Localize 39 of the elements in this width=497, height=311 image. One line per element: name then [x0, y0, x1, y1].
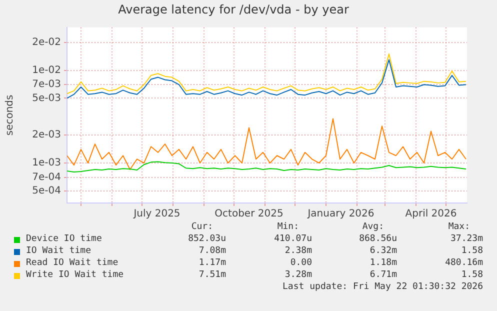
text: 868.56u [359, 234, 397, 244]
y-tick-label: 7e-03 [32, 79, 61, 90]
text: 410.07u [274, 234, 312, 244]
text: 1.58 [461, 270, 483, 280]
legend-label: Read IO Wait time [26, 258, 118, 268]
text: 7.51m [198, 270, 226, 280]
text: Cur: [191, 222, 213, 232]
y-tick-label: 7e-04 [32, 172, 61, 183]
y-tick-label: 2e-02 [32, 36, 61, 48]
y-axis-title: seconds [4, 94, 16, 136]
text: Avg: [362, 222, 384, 232]
y-tick-label: 5e-04 [32, 185, 61, 196]
text: 1.17m [198, 258, 226, 268]
text: 3.28m [284, 270, 312, 280]
chart-title: Average latency for /dev/vda - by year [118, 2, 349, 16]
text: 0.00 [290, 258, 312, 268]
text: Max: [448, 222, 470, 232]
text: Min: [277, 222, 299, 232]
text: 6.32m [370, 246, 397, 256]
text: 2.38m [284, 246, 312, 256]
x-tick-label: January 2026 [306, 208, 374, 220]
legend-label: IO Wait time [26, 246, 92, 256]
text: 37.23m [450, 234, 483, 244]
x-tick-label: July 2025 [132, 208, 180, 220]
x-tick-label: April 2026 [405, 208, 457, 220]
text: 480.16m [445, 258, 483, 268]
text: 7.08m [198, 246, 226, 256]
legend-label: Device IO time [26, 234, 102, 244]
y-tick-label: 5e-03 [32, 92, 61, 104]
text: 852.03u [188, 234, 226, 244]
text: 1.18m [370, 258, 397, 268]
y-tick-label: 2e-03 [32, 130, 61, 141]
y-tick-label: 1e-02 [32, 64, 61, 76]
x-tick-label: October 2025 [214, 208, 284, 220]
text: 1.58 [461, 246, 483, 256]
legend-label: Write IO Wait time [26, 270, 124, 280]
y-tick-label: 1e-03 [32, 158, 61, 169]
text: 6.71m [370, 270, 397, 280]
text: Last update: Fri May 22 01:30:32 2026 [282, 282, 483, 292]
